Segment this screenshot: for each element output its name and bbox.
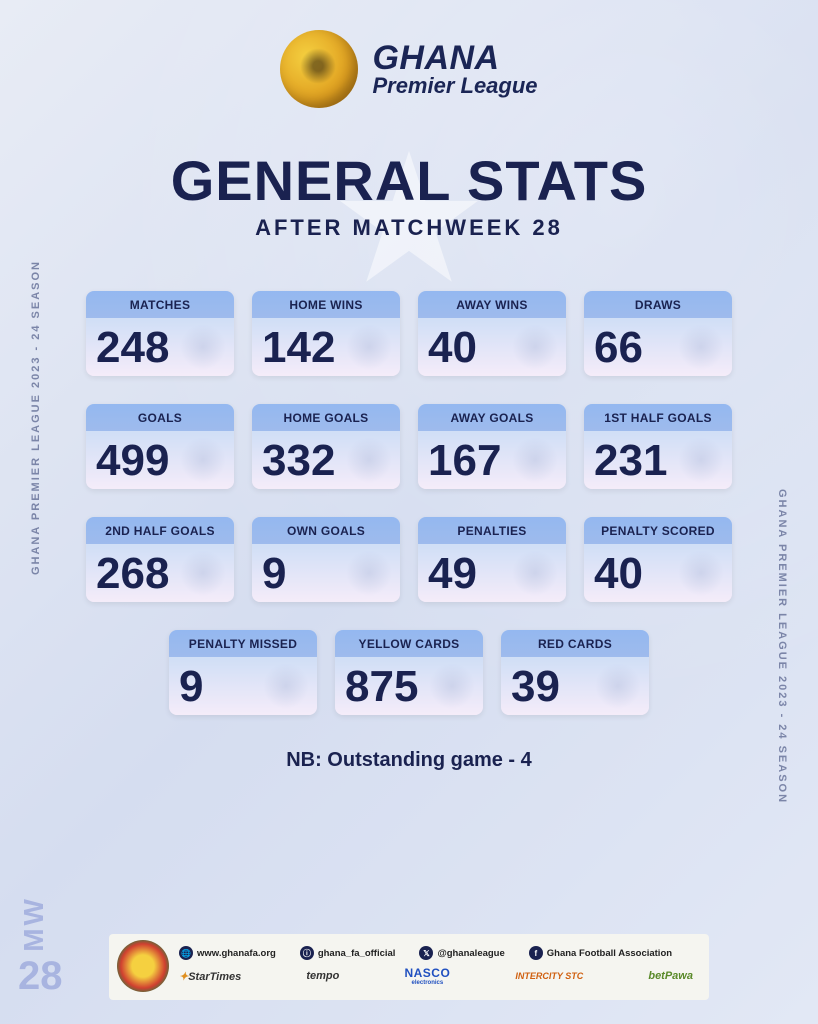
social-icon: 🌐 — [179, 946, 193, 960]
stat-value: 39 — [511, 665, 639, 709]
stat-value: 248 — [96, 326, 224, 370]
stat-card: YELLOW CARDS 875 — [335, 630, 483, 715]
stat-body: 9 — [169, 657, 317, 715]
sponsor-startimes: ✦StarTimes — [179, 970, 241, 983]
stats-row: GOALS 499 HOME GOALS 332 AWAY GOALS 167 1ST HA… — [80, 404, 738, 489]
stat-label: AWAY WINS — [418, 291, 566, 318]
stat-body: 231 — [584, 431, 732, 489]
stat-card: AWAY WINS 40 — [418, 291, 566, 376]
logo-line2: Premier League — [372, 75, 537, 97]
social-text: @ghanaleague — [437, 948, 504, 959]
stat-label: OWN GOALS — [252, 517, 400, 544]
stat-body: 499 — [86, 431, 234, 489]
stat-value: 40 — [594, 552, 722, 596]
stat-body: 142 — [252, 318, 400, 376]
stat-value: 142 — [262, 326, 390, 370]
sponsor-nasco: NASCOelectronics — [404, 966, 450, 986]
stat-card: OWN GOALS 9 — [252, 517, 400, 602]
stat-body: 66 — [584, 318, 732, 376]
stat-label: RED CARDS — [501, 630, 649, 657]
stat-card: HOME GOALS 332 — [252, 404, 400, 489]
stat-card: GOALS 499 — [86, 404, 234, 489]
stat-value: 268 — [96, 552, 224, 596]
page-title: GENERAL STATS — [171, 148, 648, 213]
stat-card: MATCHES 248 — [86, 291, 234, 376]
sponsor-tempo: tempo — [306, 970, 339, 982]
stat-card: PENALTY SCORED 40 — [584, 517, 732, 602]
social-icon: 𝕏 — [419, 946, 433, 960]
stat-value: 332 — [262, 439, 390, 483]
stat-body: 248 — [86, 318, 234, 376]
stats-row: PENALTY MISSED 9 YELLOW CARDS 875 RED CARDS 3… — [80, 630, 738, 715]
stat-card: HOME WINS 142 — [252, 291, 400, 376]
stat-value: 9 — [262, 552, 390, 596]
stat-card: AWAY GOALS 167 — [418, 404, 566, 489]
footer-bar: 🌐 www.ghanafa.org ⓘ ghana_fa_official 𝕏 @ghan… — [109, 934, 709, 1000]
social-text: ghana_fa_official — [318, 948, 396, 959]
stat-label: 2ND HALF GOALS — [86, 517, 234, 544]
stat-body: 9 — [252, 544, 400, 602]
stat-card: PENALTIES 49 — [418, 517, 566, 602]
ball-icon — [280, 30, 358, 108]
social-links: 🌐 www.ghanafa.org ⓘ ghana_fa_official 𝕏 @ghan… — [179, 946, 701, 960]
stat-card: DRAWS 66 — [584, 291, 732, 376]
social-text: www.ghanafa.org — [197, 948, 276, 959]
sponsor-betpawa: betPawa — [648, 970, 693, 982]
social-link[interactable]: f Ghana Football Association — [529, 946, 672, 960]
stat-card: 1ST HALF GOALS 231 — [584, 404, 732, 489]
sponsor-row: ✦StarTimes tempo NASCOelectronics INTERC… — [179, 966, 701, 986]
stat-label: AWAY GOALS — [418, 404, 566, 431]
stat-body: 268 — [86, 544, 234, 602]
stat-body: 332 — [252, 431, 400, 489]
stat-label: GOALS — [86, 404, 234, 431]
stat-value: 40 — [428, 326, 556, 370]
stats-grid: MATCHES 248 HOME WINS 142 AWAY WINS 40 DRAWS 66… — [80, 291, 738, 715]
stats-row: MATCHES 248 HOME WINS 142 AWAY WINS 40 DRAWS 66 — [80, 291, 738, 376]
gfa-crest-icon — [117, 940, 169, 992]
stat-body: 40 — [418, 318, 566, 376]
social-icon: f — [529, 946, 543, 960]
stat-body: 49 — [418, 544, 566, 602]
stat-label: HOME WINS — [252, 291, 400, 318]
stat-value: 231 — [594, 439, 722, 483]
stat-label: MATCHES — [86, 291, 234, 318]
stat-body: 39 — [501, 657, 649, 715]
stat-value: 875 — [345, 665, 473, 709]
stat-label: 1ST HALF GOALS — [584, 404, 732, 431]
stat-body: 40 — [584, 544, 732, 602]
stat-label: DRAWS — [584, 291, 732, 318]
social-link[interactable]: ⓘ ghana_fa_official — [300, 946, 396, 960]
logo-line1: GHANA — [372, 41, 537, 75]
stat-value: 49 — [428, 552, 556, 596]
stat-body: 167 — [418, 431, 566, 489]
stat-body: 875 — [335, 657, 483, 715]
stat-label: PENALTY MISSED — [169, 630, 317, 657]
stat-card: PENALTY MISSED 9 — [169, 630, 317, 715]
stat-label: PENALTY SCORED — [584, 517, 732, 544]
stat-card: RED CARDS 39 — [501, 630, 649, 715]
page-subtitle: AFTER MATCHWEEK 28 — [255, 215, 563, 241]
stat-value: 167 — [428, 439, 556, 483]
stats-row: 2ND HALF GOALS268OWN GOALS9PENALTIES49PE… — [80, 517, 738, 602]
stat-value: 499 — [96, 439, 224, 483]
main-content: GHANA Premier League GENERAL STATS AFTER… — [0, 0, 818, 1024]
social-icon: ⓘ — [300, 946, 314, 960]
stat-value: 9 — [179, 665, 307, 709]
stat-label: HOME GOALS — [252, 404, 400, 431]
logo-text: GHANA Premier League — [372, 41, 537, 97]
stat-card: 2ND HALF GOALS 268 — [86, 517, 234, 602]
outstanding-note: NB: Outstanding game - 4 — [286, 749, 532, 772]
stat-label: PENALTIES — [418, 517, 566, 544]
league-logo: GHANA Premier League — [280, 30, 537, 108]
social-link[interactable]: 𝕏 @ghanaleague — [419, 946, 504, 960]
social-text: Ghana Football Association — [547, 948, 672, 959]
stat-value: 66 — [594, 326, 722, 370]
sponsor-stc: INTERCITY STC — [515, 971, 583, 981]
social-link[interactable]: 🌐 www.ghanafa.org — [179, 946, 276, 960]
stat-label: YELLOW CARDS — [335, 630, 483, 657]
